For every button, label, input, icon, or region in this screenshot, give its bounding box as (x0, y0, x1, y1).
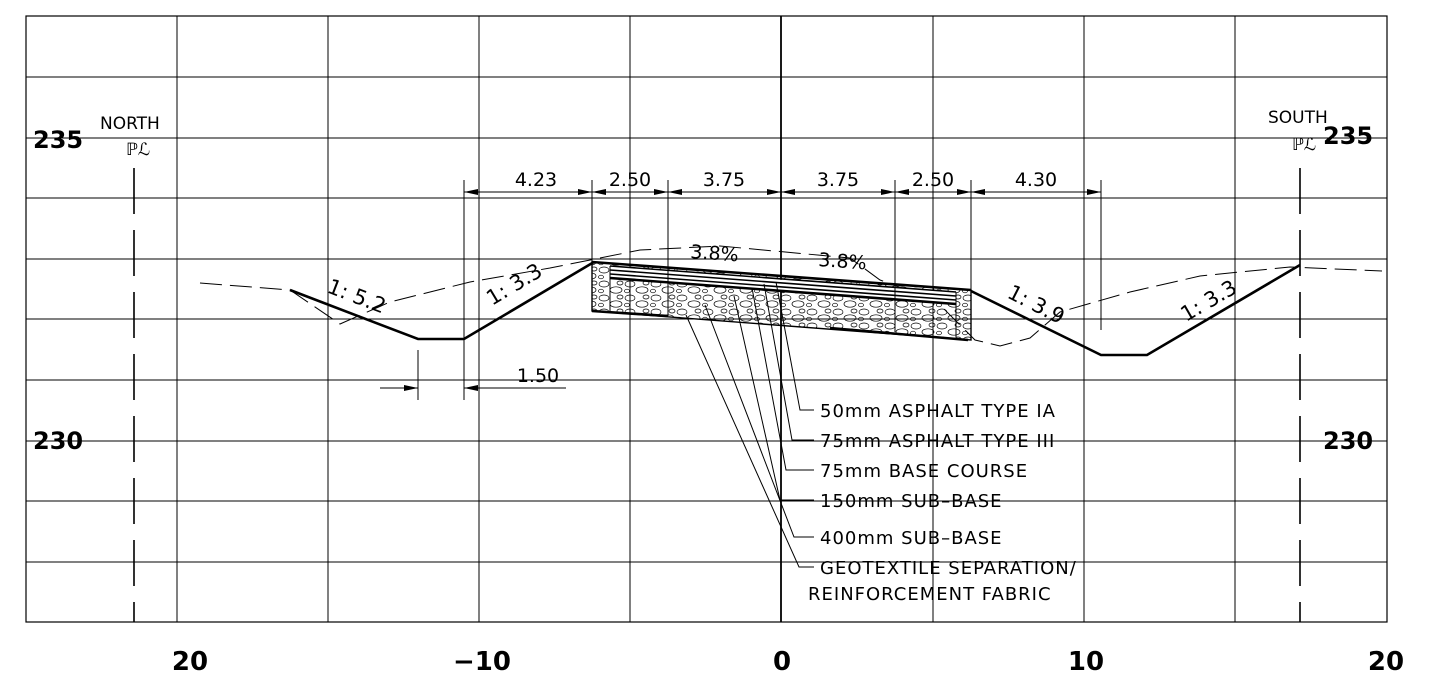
crossfall-label: 3.8% (818, 249, 868, 274)
layer-label: 150mm SUB–BASE (820, 491, 1003, 512)
elev-right-235: 235 (1323, 122, 1373, 150)
north-label: NORTH (100, 114, 160, 134)
existing-ground-line (199, 245, 1383, 347)
south-pl-symbol: ℙℒ (1292, 135, 1316, 155)
layer-leaders (685, 281, 814, 568)
dim-label: 2.50 (912, 169, 954, 191)
grid (25, 15, 1388, 623)
x-tick-label: −10 (453, 647, 511, 675)
x-tick-label: 20 (172, 647, 208, 675)
south-label: SOUTH (1268, 108, 1328, 128)
x-tick-label: 0 (773, 647, 791, 675)
property-line-north: NORTH ℙℒ (100, 114, 160, 622)
layer-label: 75mm ASPHALT TYPE III (820, 431, 1055, 452)
crossfall-label: 3.8% (690, 241, 740, 266)
layer-label: GEOTEXTILE SEPARATION/ (820, 558, 1077, 579)
elev-left-235: 235 (33, 126, 83, 154)
dim-label: 3.75 (817, 169, 859, 191)
x-tick-label: 20 (1368, 647, 1404, 675)
elev-right-230: 230 (1323, 427, 1373, 455)
ditch-dimension: 1.50 (380, 350, 566, 400)
slope-label: 1: 3.9 (1004, 280, 1069, 329)
dim-label: 2.50 (609, 169, 651, 191)
slope-label: 1: 3.3 (482, 259, 546, 311)
proposed-ground-north (289, 260, 595, 341)
elev-left-230: 230 (33, 427, 83, 455)
slope-label: 1: 5.2 (324, 274, 389, 318)
property-line-south: SOUTH ℙℒ (1268, 108, 1328, 622)
layer-label: REINFORCEMENT FABRIC (808, 584, 1052, 605)
proposed-ground-south (970, 263, 1301, 357)
layer-label: 75mm BASE COURSE (820, 461, 1028, 482)
layer-label: 400mm SUB–BASE (820, 528, 1003, 549)
layer-label: 50mm ASPHALT TYPE IA (820, 401, 1056, 422)
ditch-dim-label: 1.50 (517, 365, 559, 387)
top-dimensions: 4.23 2.50 3.75 3.75 2.50 4.30 (463, 169, 1102, 400)
dim-label: 4.30 (1015, 169, 1057, 191)
north-pl-symbol: ℙℒ (126, 140, 150, 160)
x-tick-label: 10 (1068, 647, 1104, 675)
dim-label: 4.23 (515, 169, 557, 191)
dim-label: 3.75 (703, 169, 745, 191)
